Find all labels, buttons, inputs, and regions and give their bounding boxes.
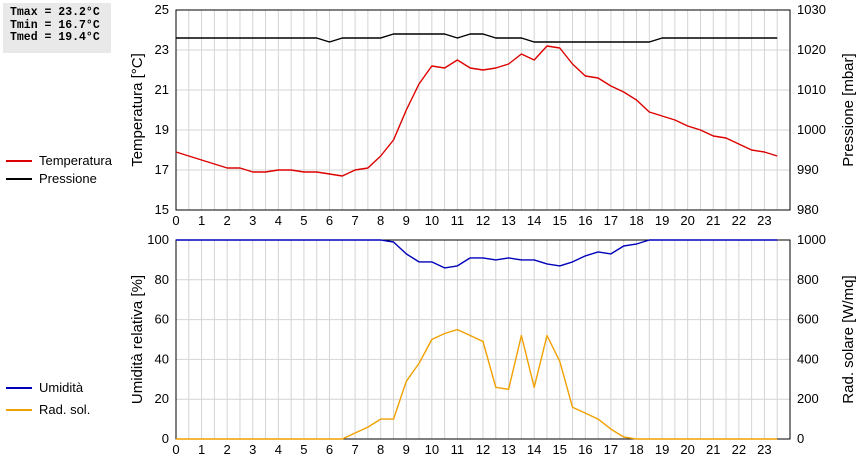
- panel2-x-tick-label: 5: [300, 442, 307, 457]
- panel2-x-tick-label: 13: [501, 442, 515, 457]
- panel1-legend-label-2: Pressione: [39, 171, 97, 186]
- panel1-y2-tick-label: 1030: [797, 2, 826, 17]
- panel1-y2-tick-label: 1010: [797, 82, 826, 97]
- panel1-x-tick-label: 20: [680, 213, 694, 228]
- panel1-series-2-line: [176, 33, 778, 43]
- panel1-y-tick-label: 19: [155, 122, 169, 137]
- panel1-x-tick-label: 10: [425, 213, 439, 228]
- panel1-x-tick-label: 14: [527, 213, 541, 228]
- panel2-y2-tick-label: 800: [797, 272, 819, 287]
- panel2-x-tick-label: 21: [706, 442, 720, 457]
- panel2-frame: [175, 239, 791, 440]
- panel1-legend-label-1: Temperatura: [39, 153, 113, 168]
- panel1-y-tick-label: 17: [155, 162, 169, 177]
- panel1-x-tick-label: 18: [629, 213, 643, 228]
- panel1-x-tick-label: 12: [476, 213, 490, 228]
- panel1-y2-tick-label: 1000: [797, 122, 826, 137]
- stats-box: Tmax = 23.2°C Tmin = 16.7°C Tmed = 19.4°…: [3, 3, 111, 53]
- panel1-y2-tick-label: 990: [797, 162, 819, 177]
- panel1-y-tick-label: 21: [155, 82, 169, 97]
- panel2-x-tick-label: 16: [578, 442, 592, 457]
- panel2-x-tick-label: 2: [224, 442, 231, 457]
- panel1-y-tick-label: 15: [155, 202, 169, 217]
- panel2-y-tick-label: 20: [155, 391, 169, 406]
- panel1-x-tick-label: 16: [578, 213, 592, 228]
- panel2-y-tick-label: 80: [155, 272, 169, 287]
- panel1-x-tick-label: 5: [300, 213, 307, 228]
- panel1-x-tick-label: 1: [198, 213, 205, 228]
- panel2-x-tick-label: 11: [451, 442, 465, 457]
- panel1-x-tick-label: 17: [604, 213, 618, 228]
- panel2-x-tick-label: 17: [604, 442, 618, 457]
- panel1-x-tick-label: 4: [275, 213, 282, 228]
- panel2-y2-tick-label: 0: [797, 431, 804, 446]
- tmax-stat: Tmax = 23.2°C: [10, 6, 100, 19]
- panel2-x-tick-label: 7: [351, 442, 358, 457]
- panel2-y-axis-label: Umidità relativa [%]: [129, 275, 146, 404]
- panel2-x-tick-label: 8: [377, 442, 384, 457]
- panel2-series-2-line: [176, 328, 778, 440]
- panel2-y-tick-label: 100: [147, 232, 169, 247]
- panel1-frame: [175, 9, 791, 211]
- panel2-x-tick-label: 12: [476, 442, 490, 457]
- panel2-x-tick-label: 10: [425, 442, 439, 457]
- panel2-x-tick-label: 9: [403, 442, 410, 457]
- panel2-x-tick-label: 23: [757, 442, 771, 457]
- panel2-x-tick-label: 18: [629, 442, 643, 457]
- panel1-y2-tick-label: 980: [797, 202, 819, 217]
- panel2-x-tick-label: 4: [275, 442, 282, 457]
- panel2-x-tick-label: 15: [553, 442, 567, 457]
- panel1-x-tick-label: 6: [326, 213, 333, 228]
- panel2-y2-tick-label: 600: [797, 312, 819, 327]
- panel1-y-axis-label: Temperatura [°C]: [129, 53, 146, 167]
- panel2-y-tick-label: 60: [155, 312, 169, 327]
- panel1-x-tick-label: 7: [351, 213, 358, 228]
- panel2-x-tick-label: 22: [732, 442, 746, 457]
- panel2-y2-tick-label: 1000: [797, 232, 826, 247]
- panel2-x-tick-label: 6: [326, 442, 333, 457]
- panel2-x-tick-label: 20: [680, 442, 694, 457]
- panel1-x-tick-label: 8: [377, 213, 384, 228]
- panel1-x-tick-label: 22: [732, 213, 746, 228]
- panel2-y-tick-label: 0: [162, 431, 169, 446]
- panel1-x-tick-label: 15: [553, 213, 567, 228]
- panel2-legend-label-1: Umidità: [39, 380, 84, 395]
- panel2-legend-label-2: Rad. sol.: [39, 402, 90, 417]
- panel1-x-tick-label: 2: [224, 213, 231, 228]
- panel1-x-tick-label: 9: [403, 213, 410, 228]
- panel1-y2-tick-label: 1020: [797, 42, 826, 57]
- panel1-x-tick-label: 23: [757, 213, 771, 228]
- panel2-y2-tick-label: 400: [797, 351, 819, 366]
- panel2-y2-tick-label: 200: [797, 391, 819, 406]
- panel2-series-1-line: [176, 239, 778, 269]
- panel2-x-tick-label: 19: [655, 442, 669, 457]
- panel2-y-tick-label: 40: [155, 351, 169, 366]
- panel1-x-tick-label: 0: [172, 213, 179, 228]
- panel1-y2-axis-label: Pressione [mbar]: [840, 53, 857, 166]
- panel2-x-tick-label: 1: [198, 442, 205, 457]
- panel1-x-tick-label: 3: [249, 213, 256, 228]
- panel1-x-tick-label: 11: [451, 213, 465, 228]
- tmed-stat: Tmed = 19.4°C: [10, 31, 100, 45]
- panel1-x-tick-label: 19: [655, 213, 669, 228]
- panel2-x-tick-label: 3: [249, 442, 256, 457]
- panel1-x-tick-label: 13: [501, 213, 515, 228]
- panel1-x-tick-label: 21: [706, 213, 720, 228]
- panel2-x-tick-label: 14: [527, 442, 541, 457]
- panel2-x-tick-label: 0: [172, 442, 179, 457]
- panel1-y-tick-label: 25: [155, 2, 169, 17]
- panel2-y2-axis-label: Rad. solare [W/mq]: [840, 275, 857, 403]
- panel1-series-1-line: [175, 45, 778, 177]
- panel1-y-tick-label: 23: [155, 42, 169, 57]
- tmin-stat: Tmin = 16.7°C: [10, 18, 100, 32]
